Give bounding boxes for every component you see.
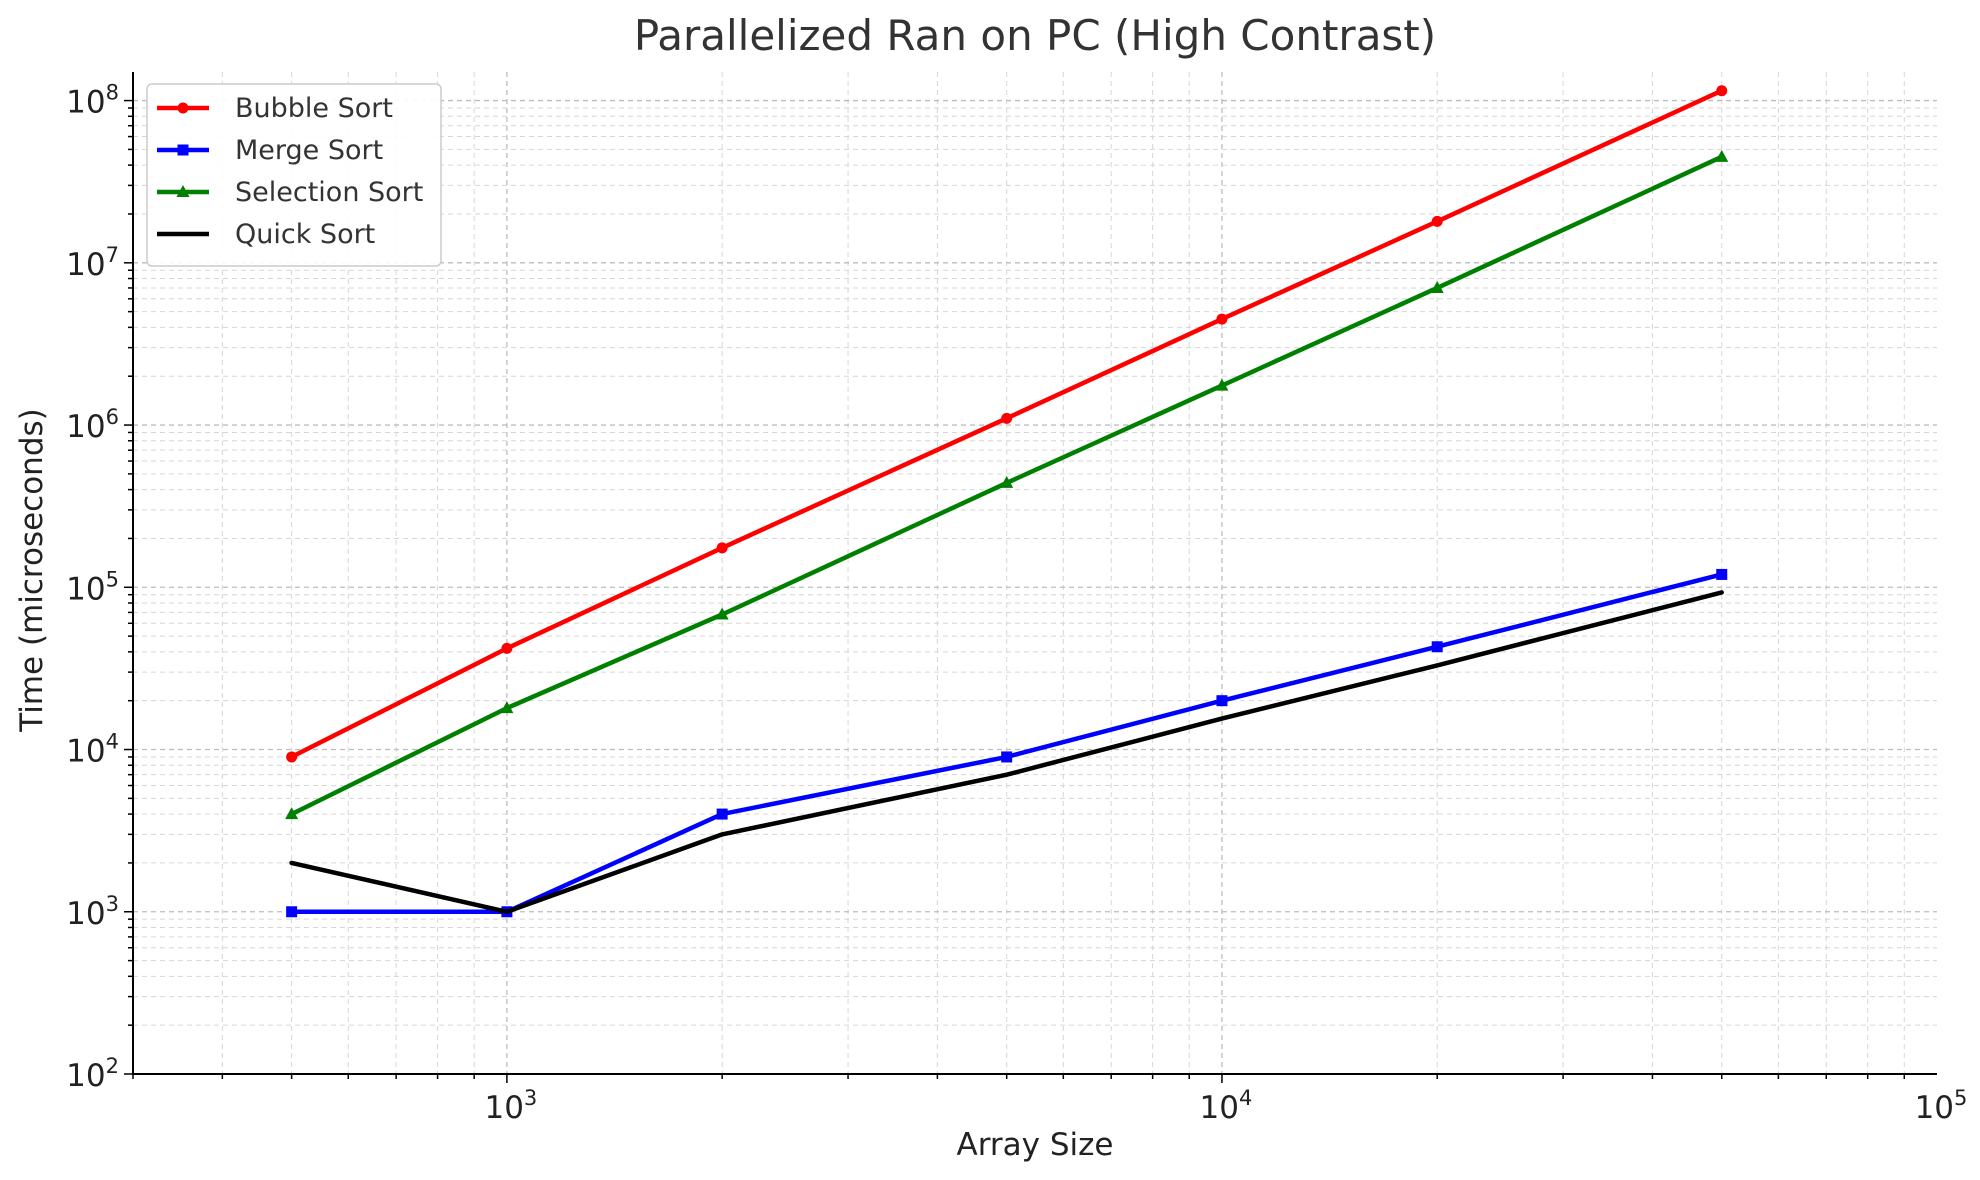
x-axis-label: Array Size	[957, 1127, 1114, 1163]
data-point	[286, 751, 298, 763]
data-point	[1715, 149, 1729, 162]
y-tick-label: 108	[66, 81, 119, 121]
legend-label: Merge Sort	[235, 135, 383, 166]
data-point	[716, 808, 728, 820]
data-point	[1216, 313, 1228, 325]
data-point	[500, 701, 514, 714]
data-point	[1431, 215, 1443, 227]
data-point	[716, 542, 728, 554]
legend-marker	[177, 144, 189, 156]
tick-labels: 103 104 105 102 103 104 105 106 107 108	[66, 81, 1967, 1126]
data-point	[285, 807, 299, 820]
y-tick-label: 102	[66, 1054, 119, 1094]
data-point	[1001, 412, 1013, 424]
legend-marker	[177, 102, 189, 114]
y-tick-label: 103	[66, 892, 119, 932]
y-axis-label: Time (microseconds)	[14, 408, 50, 733]
data-point	[1215, 378, 1229, 391]
series-lines	[285, 85, 1729, 918]
data-point	[1716, 568, 1728, 580]
data-point	[1000, 475, 1014, 488]
data-point	[501, 642, 513, 654]
data-point	[1001, 751, 1013, 763]
grid-lines	[132, 72, 1937, 1075]
y-tick-label: 107	[66, 243, 119, 283]
legend-label: Bubble Sort	[235, 93, 393, 124]
series-line-3	[289, 590, 1724, 915]
y-tick-label: 105	[66, 567, 119, 607]
y-tick-label: 106	[66, 405, 119, 445]
data-point	[715, 607, 729, 620]
chart-title: Parallelized Ran on PC (High Contrast)	[634, 11, 1436, 60]
legend-marker	[176, 185, 190, 197]
legend: Bubble Sort Merge Sort Selection Sort Quick…	[146, 83, 442, 267]
data-point	[1716, 85, 1728, 97]
legend-label: Quick Sort	[235, 219, 375, 250]
data-point	[1430, 280, 1444, 293]
axes	[124, 72, 1937, 1083]
data-point	[286, 906, 298, 918]
x-tick-label: 105	[1915, 1086, 1968, 1126]
x-tick-label: 104	[1200, 1086, 1253, 1126]
legend-label: Selection Sort	[235, 177, 423, 208]
x-tick-label: 103	[484, 1086, 537, 1126]
y-tick-label: 104	[66, 730, 119, 770]
legend-box	[146, 83, 442, 267]
data-point	[1216, 695, 1228, 707]
data-point	[1431, 641, 1443, 653]
